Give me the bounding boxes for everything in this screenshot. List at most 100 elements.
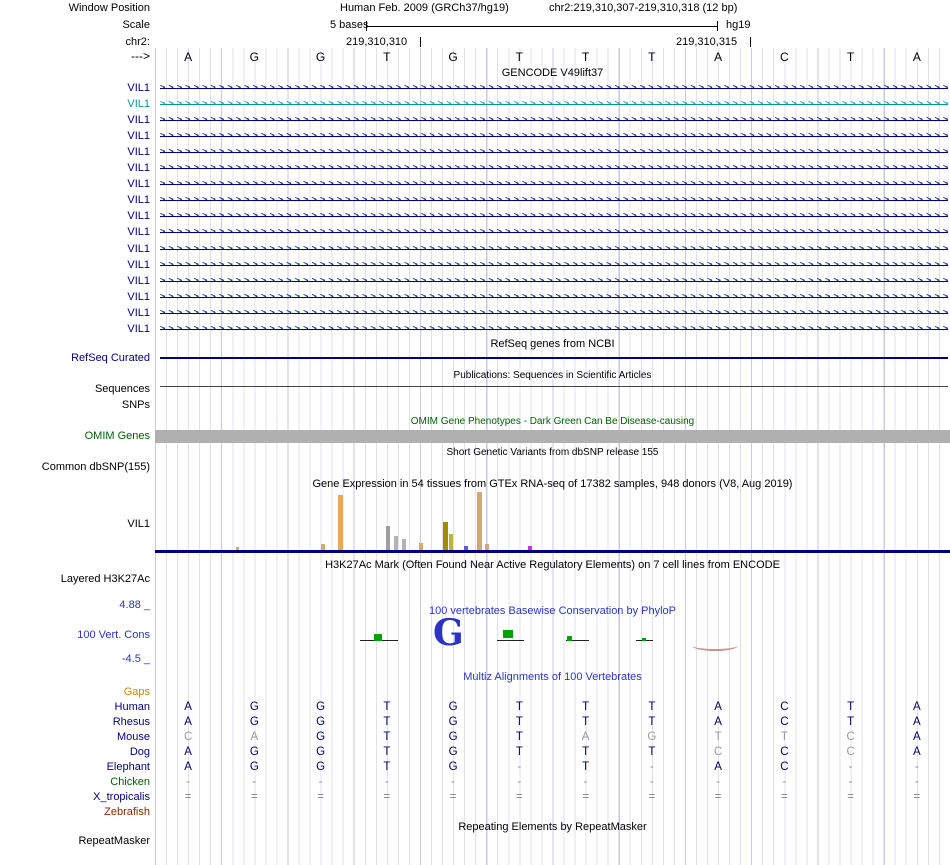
gene-row-label[interactable]: VIL1 xyxy=(127,226,150,239)
gene-row-label[interactable]: VIL1 xyxy=(127,162,150,175)
phylop-track-label[interactable]: 100 Vert. Cons xyxy=(77,629,150,641)
base-letter: A xyxy=(912,50,921,64)
gene-row-line[interactable]: >>>>>>>>>>>>>>>>>>>>>>>>>>>>>>>>>>>>>>>>… xyxy=(160,274,948,289)
gene-row-label[interactable]: VIL1 xyxy=(127,194,150,207)
gene-row-line[interactable]: >>>>>>>>>>>>>>>>>>>>>>>>>>>>>>>>>>>>>>>>… xyxy=(160,97,948,112)
gtex-expression-bar[interactable] xyxy=(464,546,468,550)
gene-row-line[interactable]: >>>>>>>>>>>>>>>>>>>>>>>>>>>>>>>>>>>>>>>>… xyxy=(160,161,948,176)
gtex-gene-label[interactable]: VIL1 xyxy=(127,518,150,530)
gene-direction-arrows: >>>>>>>>>>>>>>>>>>>>>>>>>>>>>>>>>>>>>>>>… xyxy=(160,243,948,254)
alignment-base: G xyxy=(448,716,458,729)
gtex-expression-bar[interactable] xyxy=(477,492,482,550)
alignment-base: - xyxy=(517,776,522,789)
alignment-base: C xyxy=(846,746,855,759)
gene-row-line[interactable]: >>>>>>>>>>>>>>>>>>>>>>>>>>>>>>>>>>>>>>>>… xyxy=(160,81,948,96)
gtex-expression-bar[interactable] xyxy=(321,544,325,550)
h3k27ac-label[interactable]: Layered H3K27Ac xyxy=(60,573,150,585)
alignment-base: G xyxy=(249,716,259,729)
alignment-base: A xyxy=(913,701,921,714)
multiz-title: Multiz Alignments of 100 Vertebrates xyxy=(463,671,642,683)
species-label[interactable]: Human xyxy=(114,701,150,714)
gene-row-label[interactable]: VIL1 xyxy=(127,114,150,127)
gtex-bars[interactable] xyxy=(155,490,950,550)
gene-direction-arrows: >>>>>>>>>>>>>>>>>>>>>>>>>>>>>>>>>>>>>>>>… xyxy=(160,291,948,302)
gene-line xyxy=(160,120,948,122)
alignment-base: C xyxy=(713,746,723,759)
gene-row-line[interactable]: >>>>>>>>>>>>>>>>>>>>>>>>>>>>>>>>>>>>>>>>… xyxy=(160,242,948,257)
gene-row-line[interactable]: >>>>>>>>>>>>>>>>>>>>>>>>>>>>>>>>>>>>>>>>… xyxy=(160,306,948,321)
gene-row-line[interactable]: >>>>>>>>>>>>>>>>>>>>>>>>>>>>>>>>>>>>>>>>… xyxy=(160,129,948,144)
publications-title: Publications: Sequences in Scientific Ar… xyxy=(453,370,652,381)
gtex-expression-bar[interactable] xyxy=(485,544,489,550)
gene-row-line[interactable]: >>>>>>>>>>>>>>>>>>>>>>>>>>>>>>>>>>>>>>>>… xyxy=(160,177,948,192)
gene-row-line[interactable]: >>>>>>>>>>>>>>>>>>>>>>>>>>>>>>>>>>>>>>>>… xyxy=(160,209,948,224)
gtex-expression-bar[interactable] xyxy=(443,522,448,550)
sequences-label[interactable]: Sequences xyxy=(94,383,150,395)
species-label[interactable]: Dog xyxy=(129,746,150,759)
dbsnp-title: Short Genetic Variants from dbSNP releas… xyxy=(446,447,659,458)
species-label[interactable]: Elephant xyxy=(106,761,150,774)
gtex-expression-bar[interactable] xyxy=(528,546,532,550)
base-letter: C xyxy=(780,50,789,64)
alignment-base: C xyxy=(846,731,855,744)
gene-line xyxy=(160,264,948,266)
gtex-expression-bar[interactable] xyxy=(338,495,343,550)
snps-label[interactable]: SNPs xyxy=(121,399,150,411)
gene-row-label[interactable]: VIL1 xyxy=(127,290,150,303)
repeatmasker-label[interactable]: RepeatMasker xyxy=(78,835,150,847)
alignment-base: T xyxy=(515,716,523,729)
omim-genes-label[interactable]: OMIM Genes xyxy=(84,430,150,442)
gtex-expression-bar[interactable] xyxy=(419,543,423,550)
alignment-base: - xyxy=(716,776,721,789)
alignment-base: T xyxy=(847,716,855,729)
gene-row-label[interactable]: VIL1 xyxy=(127,146,150,159)
gene-row-label[interactable]: VIL1 xyxy=(127,258,150,271)
gtex-expression-bar[interactable] xyxy=(394,536,398,550)
gtex-expression-bar[interactable] xyxy=(402,539,406,550)
base-letter: G xyxy=(315,50,326,64)
gene-row-line[interactable]: >>>>>>>>>>>>>>>>>>>>>>>>>>>>>>>>>>>>>>>>… xyxy=(160,113,948,128)
gene-row-line[interactable]: >>>>>>>>>>>>>>>>>>>>>>>>>>>>>>>>>>>>>>>>… xyxy=(160,322,948,337)
alignment-base: - xyxy=(252,776,257,789)
gene-row-line[interactable]: >>>>>>>>>>>>>>>>>>>>>>>>>>>>>>>>>>>>>>>>… xyxy=(160,145,948,160)
gene-row-label[interactable]: VIL1 xyxy=(127,306,150,319)
refseq-curated-label[interactable]: RefSeq Curated xyxy=(71,352,150,364)
gene-row-label[interactable]: VIL1 xyxy=(127,274,150,287)
gene-line xyxy=(160,312,948,314)
gtex-expression-bar[interactable] xyxy=(449,534,453,550)
gene-row-label[interactable]: VIL1 xyxy=(127,98,150,111)
sequences-track-line[interactable] xyxy=(160,386,948,387)
species-label[interactable]: Mouse xyxy=(116,731,150,744)
species-label[interactable]: Rhesus xyxy=(112,716,150,729)
gene-row-label[interactable]: VIL1 xyxy=(127,322,150,335)
refseq-track-line[interactable] xyxy=(160,357,948,359)
omim-genes-bar[interactable] xyxy=(155,430,950,443)
gene-row-label[interactable]: VIL1 xyxy=(127,178,150,191)
species-label[interactable]: Zebrafish xyxy=(104,806,150,819)
gene-row-line[interactable]: >>>>>>>>>>>>>>>>>>>>>>>>>>>>>>>>>>>>>>>>… xyxy=(160,193,948,208)
coordinate-right-tick xyxy=(750,37,751,47)
alignment-base: C xyxy=(780,761,789,774)
gene-row-label[interactable]: VIL1 xyxy=(127,82,150,94)
gtex-expression-bar[interactable] xyxy=(236,547,239,550)
gene-row-line[interactable]: >>>>>>>>>>>>>>>>>>>>>>>>>>>>>>>>>>>>>>>>… xyxy=(160,290,948,305)
gene-direction-arrows: >>>>>>>>>>>>>>>>>>>>>>>>>>>>>>>>>>>>>>>>… xyxy=(160,163,948,174)
gene-row-label[interactable]: VIL1 xyxy=(127,242,150,255)
gene-row-label[interactable]: VIL1 xyxy=(127,210,150,223)
scale-bases-text: 5 bases xyxy=(330,19,369,31)
alignment-base: A xyxy=(250,731,259,744)
alignment-base: A xyxy=(913,731,921,744)
gene-row-label[interactable]: VIL1 xyxy=(127,130,150,143)
gene-row-line[interactable]: >>>>>>>>>>>>>>>>>>>>>>>>>>>>>>>>>>>>>>>>… xyxy=(160,225,948,240)
phylop-max-value: 4.88 _ xyxy=(119,599,150,611)
dbsnp-label[interactable]: Common dbSNP(155) xyxy=(41,461,150,473)
gtex-title: Gene Expression in 54 tissues from GTEx … xyxy=(312,478,793,490)
species-label[interactable]: X_tropicalis xyxy=(93,791,150,804)
gene-row-line[interactable]: >>>>>>>>>>>>>>>>>>>>>>>>>>>>>>>>>>>>>>>>… xyxy=(160,258,948,273)
repeatmasker-title: Repeating Elements by RepeatMasker xyxy=(458,821,647,833)
species-label[interactable]: Chicken xyxy=(110,776,150,789)
h3k27ac-title: H3K27Ac Mark (Often Found Near Active Re… xyxy=(325,559,780,571)
species-label[interactable]: Gaps xyxy=(123,686,150,698)
alignment-base: - xyxy=(848,761,853,774)
gtex-expression-bar[interactable] xyxy=(386,526,390,550)
